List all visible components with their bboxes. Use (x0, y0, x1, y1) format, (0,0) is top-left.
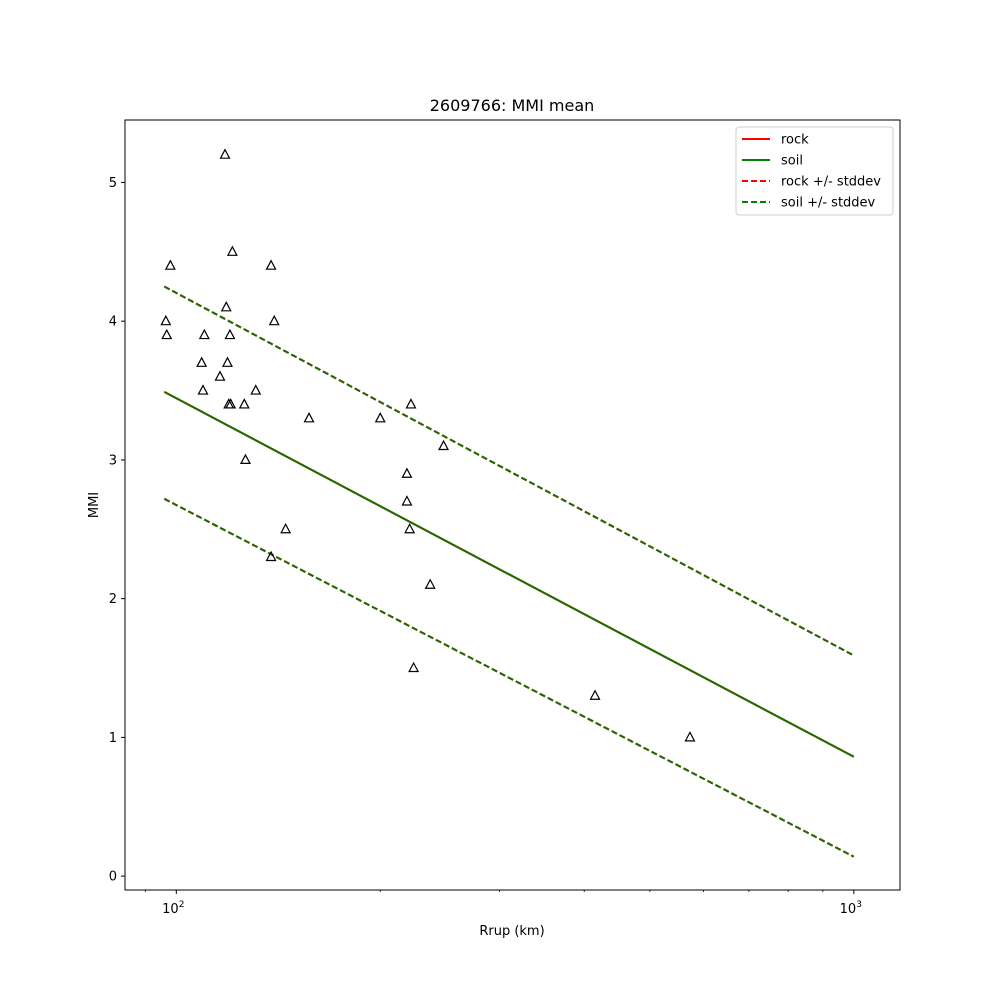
data-point (196, 356, 208, 367)
data-point (214, 370, 226, 381)
chart-title: 2609766: MMI mean (430, 96, 595, 115)
data-point (160, 314, 172, 326)
data-point (225, 398, 237, 409)
data-point (198, 328, 210, 340)
data-point (374, 412, 386, 423)
data-point (224, 328, 236, 340)
y-tick-label: 2 (109, 592, 117, 607)
data-point (438, 439, 450, 451)
data-point (408, 661, 420, 673)
legend-label: soil (781, 154, 803, 169)
legend-label: soil +/- stddev (781, 196, 876, 211)
data-point (239, 453, 251, 465)
data-point (401, 495, 413, 506)
x-axis-label: Rrup (km) (479, 924, 544, 939)
y-tick-label: 0 (109, 870, 117, 885)
y-tick-label: 3 (109, 453, 117, 468)
data-point (238, 398, 250, 409)
legend: rock soil rock +/- stddev soil +/- stddev (735, 126, 894, 216)
data-point (404, 522, 416, 534)
data-point (219, 148, 231, 159)
data-point (220, 301, 232, 312)
series-line-soil-upper (163, 285, 855, 657)
plot-area (160, 148, 855, 858)
y-tick-label: 5 (109, 176, 117, 191)
data-point (268, 314, 280, 326)
y-axis-label: MMI (87, 492, 102, 518)
data-point (424, 578, 436, 589)
data-point (197, 384, 209, 395)
legend-label: rock +/- stddev (781, 175, 881, 190)
data-point (265, 259, 277, 270)
y-tick-label: 4 (109, 315, 117, 330)
data-point (161, 328, 173, 340)
data-point (684, 731, 696, 742)
data-point (401, 467, 413, 478)
data-point (280, 522, 292, 534)
data-point (405, 398, 417, 409)
data-point (250, 384, 262, 395)
data-point (164, 259, 176, 270)
axes-frame (124, 119, 901, 891)
y-tick-label: 1 (109, 731, 117, 746)
data-point (226, 245, 238, 256)
data-point (589, 689, 601, 700)
series-line-soil (163, 391, 855, 758)
series-line-soil-lower (163, 497, 855, 858)
legend-box (735, 126, 894, 216)
data-point (303, 412, 315, 423)
data-point (265, 550, 277, 562)
data-point (221, 356, 233, 367)
legend-label: rock (781, 133, 809, 148)
